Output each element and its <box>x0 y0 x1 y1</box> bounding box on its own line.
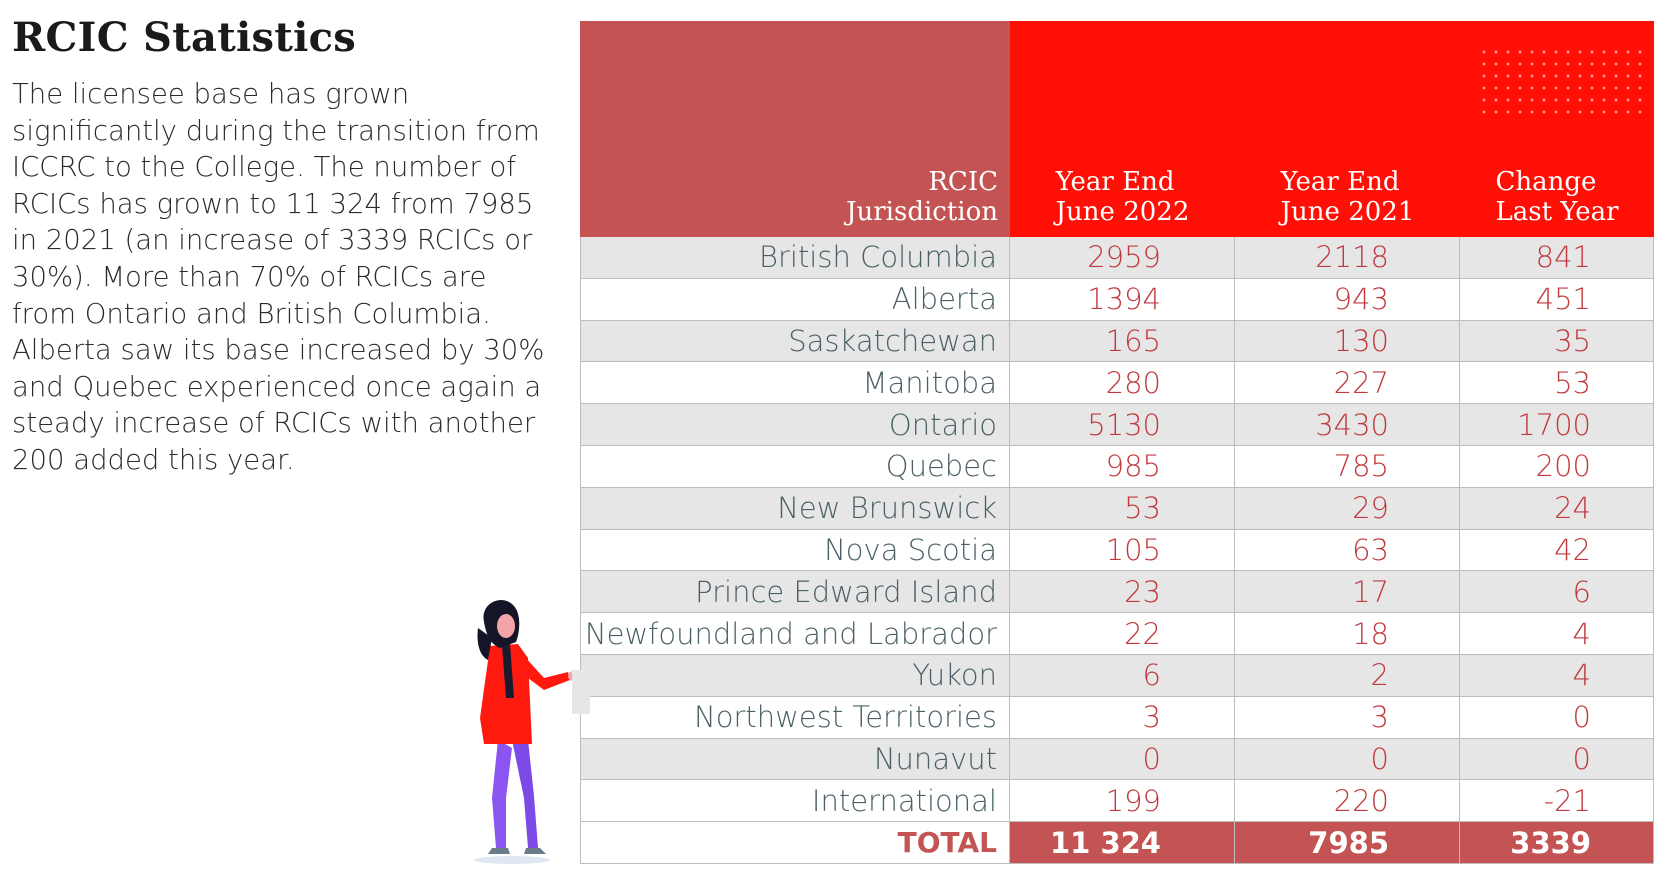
change-cell: -21 <box>1460 780 1654 822</box>
jurisdiction-cell: Newfoundland and Labrador <box>580 613 1010 654</box>
header-change-line2: Last Year <box>1495 197 1619 227</box>
change-cell: 1700 <box>1460 404 1654 445</box>
total-2022: 11 324 <box>1010 822 1235 863</box>
header-year-2021-line1: Year End <box>1280 167 1400 197</box>
jurisdiction-cell: New Brunswick <box>580 487 1010 529</box>
change-cell: 42 <box>1460 529 1654 571</box>
jurisdiction-cell: Nunavut <box>580 738 1010 780</box>
jurisdiction-cell: Nova Scotia <box>580 529 1010 571</box>
year-2021-cell: 3430 <box>1235 404 1460 445</box>
total-label: TOTAL <box>580 822 1010 863</box>
year-2022-cell: 3 <box>1010 696 1235 738</box>
table-total-row: TOTAL 11 324 7985 3339 <box>580 822 1654 864</box>
year-2021-cell: 3 <box>1235 696 1460 738</box>
table-row: Yukon 6 2 4 <box>580 654 1654 697</box>
table-row: Ontario 5130 3430 1700 <box>580 404 1654 446</box>
year-2021-cell: 943 <box>1235 278 1460 320</box>
change-cell: 200 <box>1460 445 1654 487</box>
intro-paragraph: The licensee base has grown significantl… <box>12 78 545 476</box>
change-cell: 0 <box>1460 738 1654 780</box>
jurisdiction-cell: Quebec <box>580 445 1010 487</box>
table-row: Quebec 985 785 200 <box>580 445 1654 488</box>
change-cell: 4 <box>1460 613 1654 654</box>
year-2022-cell: 280 <box>1010 362 1235 404</box>
table-row: Newfoundland and Labrador 22 18 4 <box>580 613 1654 655</box>
jurisdiction-cell: Saskatchewan <box>580 320 1010 362</box>
year-2021-cell: 18 <box>1235 613 1460 654</box>
table-row: Saskatchewan 165 130 35 <box>580 320 1654 363</box>
change-cell: 35 <box>1460 320 1654 362</box>
table-body: British Columbia 2959 2118 841 Alberta 1394 94… <box>580 237 1654 823</box>
year-2021-cell: 130 <box>1235 320 1460 362</box>
header-red-band: Year End June 2022 Year End June 2021 Chan… <box>1010 21 1654 237</box>
year-2022-cell: 22 <box>1010 613 1235 654</box>
change-cell: 24 <box>1460 487 1654 529</box>
change-cell: 841 <box>1460 237 1654 278</box>
dot-pattern-decoration <box>1478 46 1648 116</box>
change-cell: 53 <box>1460 362 1654 404</box>
table-header: RCIC Jurisdiction Year End June 2022 Year … <box>580 21 1654 237</box>
year-2022-cell: 1394 <box>1010 278 1235 320</box>
year-2021-cell: 785 <box>1235 445 1460 487</box>
year-2022-cell: 985 <box>1010 445 1235 487</box>
year-2021-cell: 227 <box>1235 362 1460 404</box>
rcic-statistics-table: RCIC Jurisdiction Year End June 2022 Year … <box>580 21 1654 864</box>
header-jurisdiction: RCIC Jurisdiction <box>580 21 1010 237</box>
jurisdiction-cell: Northwest Territories <box>580 696 1010 738</box>
header-change-line1: Change <box>1495 167 1597 197</box>
page-title: RCIC Statistics <box>12 14 357 61</box>
jurisdiction-cell: Alberta <box>580 278 1010 320</box>
table-row: Northwest Territories 3 3 0 <box>580 696 1654 739</box>
jurisdiction-cell: Manitoba <box>580 362 1010 404</box>
change-cell: 4 <box>1460 654 1654 696</box>
table-row: British Columbia 2959 2118 841 <box>580 237 1654 279</box>
jurisdiction-cell: International <box>580 780 1010 822</box>
year-2021-cell: 2118 <box>1235 237 1460 278</box>
year-2022-cell: 23 <box>1010 571 1235 613</box>
year-2021-cell: 220 <box>1235 780 1460 822</box>
year-2021-cell: 29 <box>1235 487 1460 529</box>
year-2022-cell: 105 <box>1010 529 1235 571</box>
change-cell: 6 <box>1460 571 1654 613</box>
jurisdiction-cell: British Columbia <box>580 237 1010 278</box>
year-2021-cell: 17 <box>1235 571 1460 613</box>
total-change: 3339 <box>1460 822 1654 863</box>
year-2021-cell: 63 <box>1235 529 1460 571</box>
table-row: Nunavut 0 0 0 <box>580 738 1654 781</box>
header-jurisdiction-line2: Jurisdiction <box>846 197 998 227</box>
year-2022-cell: 6 <box>1010 654 1235 696</box>
header-year-2021: Year End June 2021 <box>1235 21 1460 237</box>
header-year-2022: Year End June 2022 <box>1010 21 1235 237</box>
year-2022-cell: 0 <box>1010 738 1235 780</box>
jurisdiction-cell: Prince Edward Island <box>580 571 1010 613</box>
change-cell: 451 <box>1460 278 1654 320</box>
table-row: Manitoba 280 227 53 <box>580 362 1654 405</box>
table-row: International 199 220 -21 <box>580 780 1654 823</box>
change-cell: 0 <box>1460 696 1654 738</box>
table-row: New Brunswick 53 29 24 <box>580 487 1654 530</box>
header-jurisdiction-line1: RCIC <box>928 167 998 197</box>
table-row: Nova Scotia 105 63 42 <box>580 529 1654 572</box>
woman-presenting-illustration <box>474 600 590 864</box>
total-2021: 7985 <box>1235 822 1460 863</box>
table-row: Alberta 1394 943 451 <box>580 278 1654 321</box>
year-2022-cell: 5130 <box>1010 404 1235 445</box>
year-2022-cell: 165 <box>1010 320 1235 362</box>
header-year-2021-line2: June 2021 <box>1280 197 1415 227</box>
year-2021-cell: 0 <box>1235 738 1460 780</box>
jurisdiction-cell: Yukon <box>580 654 1010 696</box>
header-year-2022-line2: June 2022 <box>1055 197 1190 227</box>
jurisdiction-cell: Ontario <box>580 404 1010 445</box>
year-2022-cell: 199 <box>1010 780 1235 822</box>
header-year-2022-line1: Year End <box>1055 167 1175 197</box>
year-2022-cell: 2959 <box>1010 237 1235 278</box>
year-2022-cell: 53 <box>1010 487 1235 529</box>
table-row: Prince Edward Island 23 17 6 <box>580 571 1654 614</box>
year-2021-cell: 2 <box>1235 654 1460 696</box>
